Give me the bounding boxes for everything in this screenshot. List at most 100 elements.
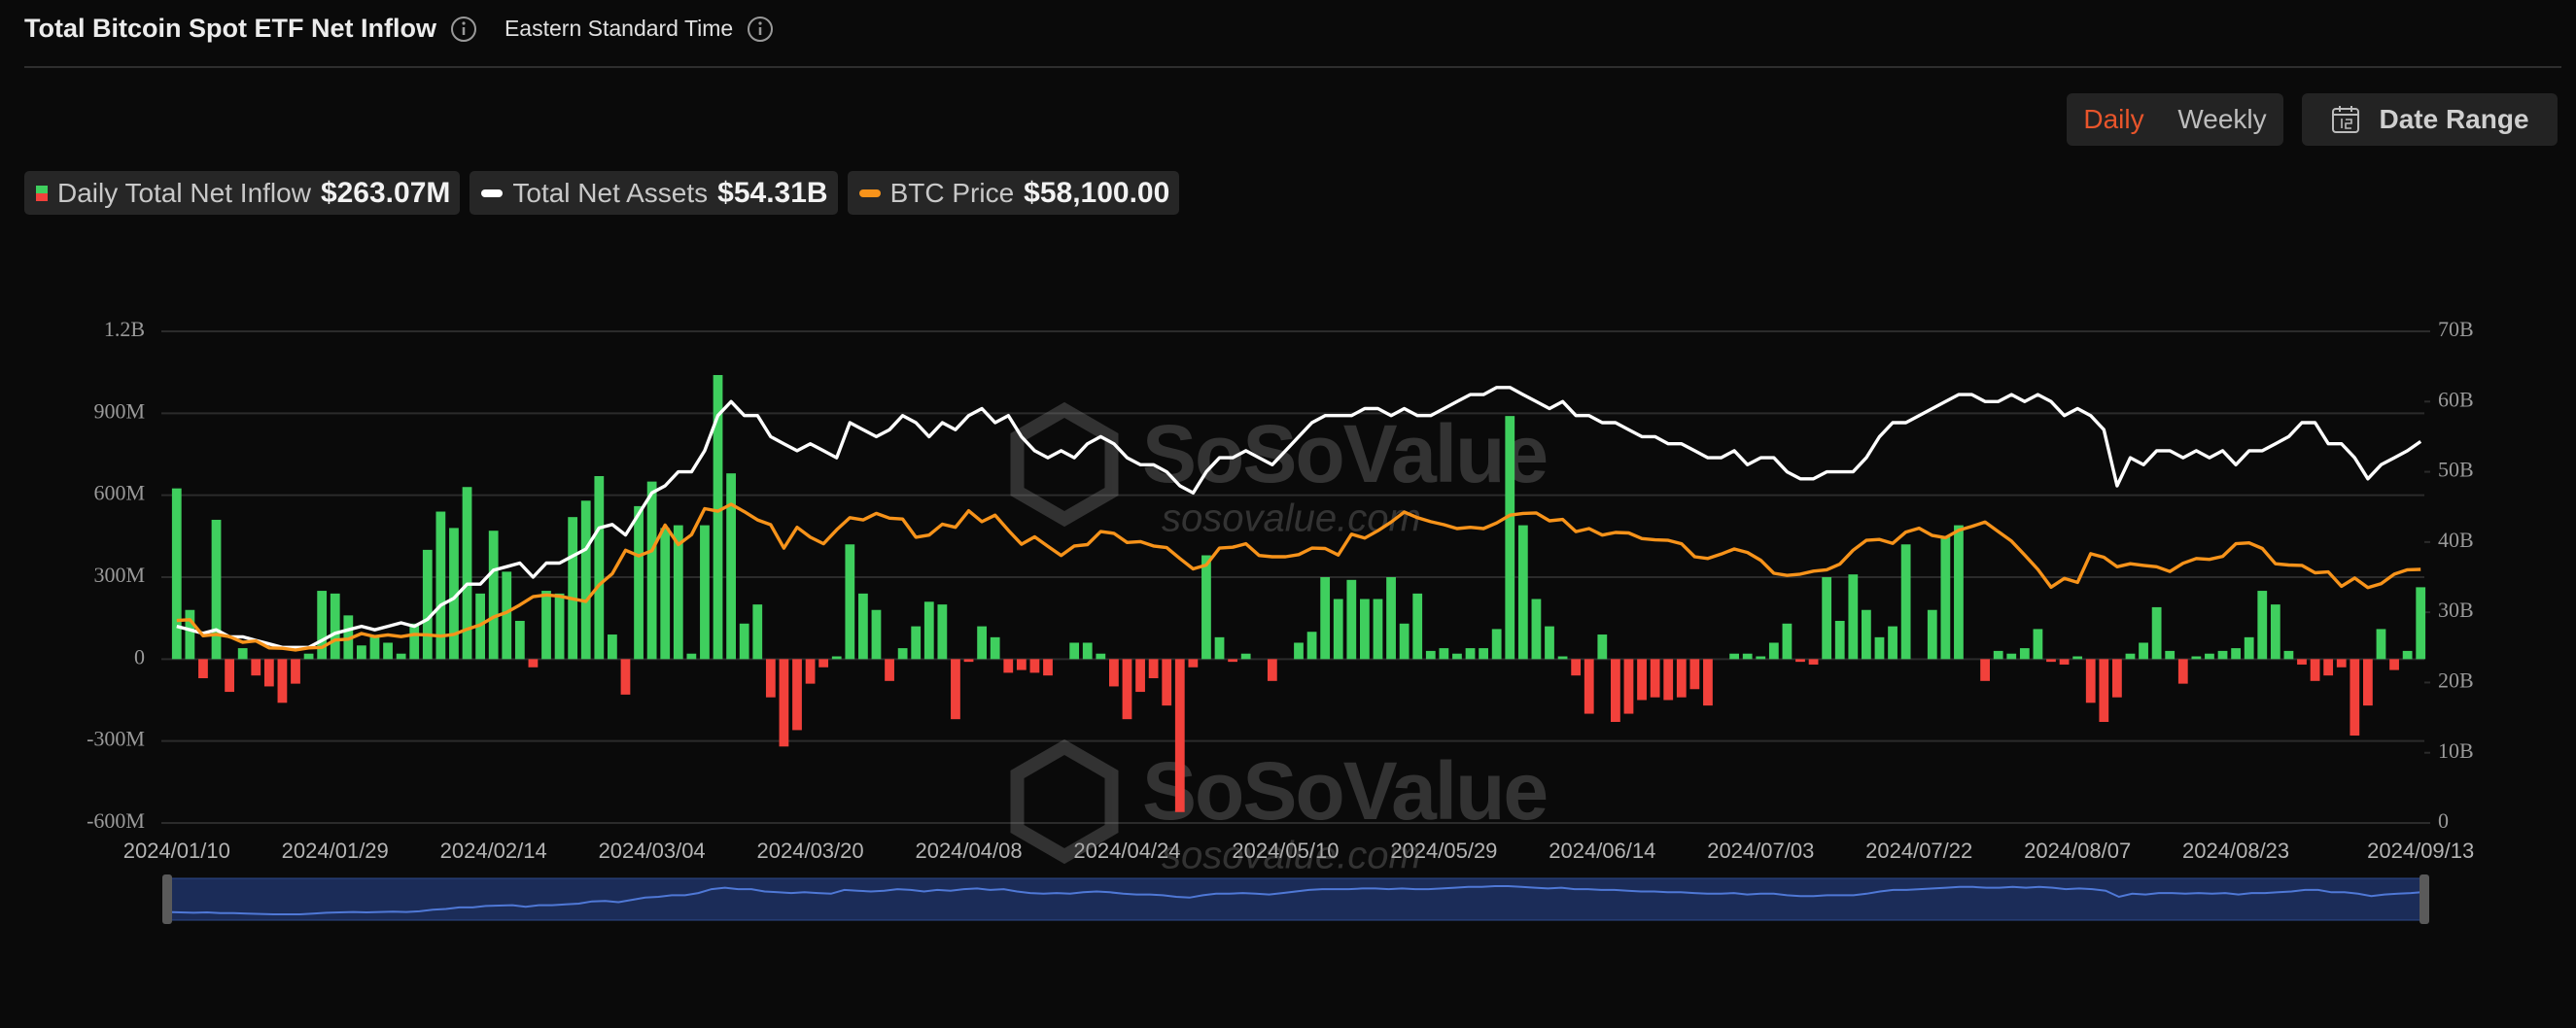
navigator-handle[interactable]: [162, 874, 172, 924]
x-tick-label: 2024/09/13: [2367, 839, 2474, 863]
bar: [541, 591, 551, 660]
legend-item[interactable]: Total Net Assets $54.31B: [470, 171, 838, 215]
bar: [1320, 577, 1331, 660]
bar: [1201, 555, 1211, 660]
bar: [1703, 659, 1713, 706]
bar: [1016, 659, 1027, 670]
bar: [660, 528, 671, 660]
bar: [1294, 642, 1304, 660]
bar: [1795, 659, 1805, 663]
bar: [1848, 574, 1859, 660]
bar: [343, 615, 354, 660]
bar: [1756, 656, 1766, 660]
x-tick-label: 2024/02/14: [440, 839, 547, 863]
bar: [871, 609, 882, 660]
bar: [2297, 659, 2307, 665]
bar: [1611, 659, 1620, 722]
bar: [1412, 593, 1423, 660]
bar: [568, 517, 578, 660]
bar: [1623, 659, 1634, 714]
interval-button[interactable]: Daily: [2083, 104, 2144, 134]
bar: [2336, 659, 2347, 668]
navigator-handle[interactable]: [2419, 874, 2429, 924]
info-icon[interactable]: [450, 16, 477, 43]
bar: [2205, 653, 2214, 660]
bar: [1214, 636, 1225, 660]
bar: [1003, 659, 1014, 673]
bar: [2112, 659, 2122, 698]
watermark-brand: SoSoValue: [1142, 408, 1547, 499]
date-range-label: Date Range: [2379, 104, 2529, 134]
bar: [1900, 544, 1911, 660]
watermark-site: sosovalue.com: [1162, 497, 1421, 540]
legend-label: Total Net Assets: [512, 177, 709, 208]
bar: [396, 653, 406, 660]
bar: [277, 659, 288, 703]
y-tick-label: 300M: [93, 563, 145, 587]
bar: [1874, 636, 1885, 660]
bar: [1452, 653, 1462, 660]
x-tick-label: 2024/07/03: [1707, 839, 1814, 863]
x-tick-label: 2024/01/10: [123, 839, 230, 863]
bar: [1954, 525, 1964, 660]
legend: Daily Total Net Inflow $263.07M Total Ne…: [24, 171, 1180, 215]
interval-button[interactable]: Weekly: [2177, 104, 2267, 134]
info-icon[interactable]: [747, 16, 774, 43]
bar: [251, 659, 261, 676]
bar: [1557, 656, 1568, 660]
bar: [646, 481, 657, 660]
bar: [1122, 659, 1132, 720]
bar: [1742, 653, 1753, 660]
legend-label: BTC Price: [889, 177, 1015, 208]
y-tick-label: 900M: [93, 398, 145, 423]
bar: [1148, 659, 1159, 679]
y2-tick-label: 60B: [2438, 387, 2474, 411]
bar: [1439, 648, 1449, 660]
bar: [1545, 626, 1554, 660]
x-tick-label: 2024/04/24: [1073, 839, 1180, 863]
bar: [2283, 650, 2294, 660]
legend-item[interactable]: BTC Price $58,100.00: [847, 171, 1180, 215]
bar: [779, 659, 789, 747]
date-range-button[interactable]: Date Range: [2302, 93, 2558, 146]
x-tick-label: 2024/01/29: [282, 839, 389, 863]
y2-tick-label: 20B: [2438, 668, 2474, 692]
bar: [2125, 653, 2136, 660]
bar: [369, 636, 380, 660]
bar: [2310, 659, 2320, 681]
bar: [1782, 623, 1793, 660]
bar: [1808, 659, 1819, 665]
bar: [528, 659, 539, 668]
y-tick-label: 1.2B: [104, 317, 145, 341]
navigator-line: [166, 885, 2425, 915]
bar: [2244, 636, 2254, 660]
bar: [317, 591, 328, 660]
bar: [2416, 587, 2426, 660]
bar: [1862, 609, 1871, 660]
bar: [330, 593, 340, 660]
bar: [580, 500, 591, 660]
page-title: Total Bitcoin Spot ETF Net Inflow: [24, 14, 436, 43]
bar: [2072, 656, 2083, 660]
bar: [1096, 653, 1106, 660]
bar: [1689, 659, 1700, 690]
bar: [422, 549, 433, 660]
bar: [1505, 416, 1515, 660]
bar: [2231, 648, 2241, 660]
y2-tick-label: 0: [2438, 808, 2449, 833]
bar: [2006, 653, 2017, 660]
legend-item[interactable]: Daily Total Net Inflow $263.07M: [24, 171, 461, 215]
bar: [937, 604, 948, 660]
x-tick-label: 2024/07/22: [1865, 839, 1972, 863]
x-tick-label: 2024/08/07: [2024, 839, 2131, 863]
bar: [303, 653, 314, 660]
bar: [2059, 659, 2070, 665]
bar: [198, 659, 208, 679]
legend-label: Daily Total Net Inflow: [57, 177, 311, 208]
legend-value: $263.07M: [320, 176, 451, 209]
bar: [2376, 629, 2386, 660]
bar: [765, 659, 776, 698]
bar: [831, 656, 842, 660]
bar: [963, 659, 974, 663]
x-tick-label: 2024/05/10: [1232, 839, 1339, 863]
